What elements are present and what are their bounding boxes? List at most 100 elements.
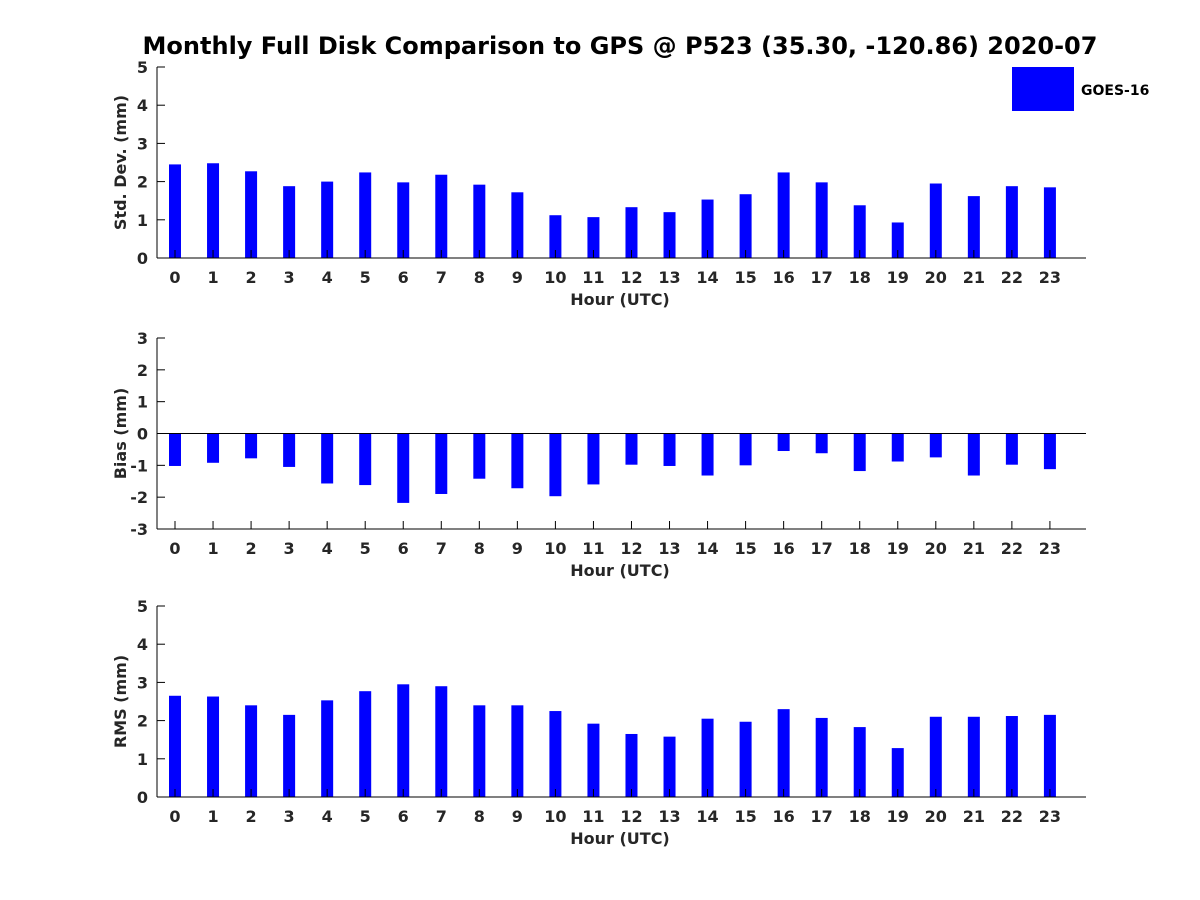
chart-title: Monthly Full Disk Comparison to GPS @ P5…	[143, 32, 1098, 60]
bar-bias-hour-22	[1005, 433, 1018, 465]
x-tick-label: 1	[207, 807, 218, 826]
y-tick-label: 3	[137, 673, 148, 692]
bar-std-dev-hour-3	[283, 186, 296, 258]
x-tick-label: 13	[658, 268, 680, 287]
x-tick-label: 3	[284, 268, 295, 287]
bar-std-dev-hour-10	[549, 215, 562, 258]
x-tick-label: 3	[284, 539, 295, 558]
y-tick-label: -2	[130, 488, 148, 507]
x-tick-label: 15	[734, 807, 756, 826]
bar-bias-hour-4	[321, 433, 334, 484]
bar-bias-hour-9	[511, 433, 524, 489]
y-tick-label: 3	[137, 134, 148, 153]
x-tick-label: 17	[811, 539, 833, 558]
bar-std-dev-hour-16	[777, 172, 790, 258]
x-tick-label: 21	[963, 807, 985, 826]
x-tick-label: 3	[284, 807, 295, 826]
x-tick-label: 10	[544, 807, 566, 826]
x-tick-label: 0	[169, 807, 180, 826]
y-tick-label: 5	[137, 58, 148, 77]
bar-bias-hour-11	[587, 433, 600, 485]
bar-std-dev-hour-4	[321, 181, 334, 258]
x-tick-label: 8	[474, 539, 485, 558]
x-tick-label: 15	[734, 268, 756, 287]
y-tick-label: 4	[137, 96, 148, 115]
bar-rms-hour-8	[473, 705, 486, 797]
x-axis-label: Hour (UTC)	[570, 561, 670, 580]
x-tick-label: 11	[582, 268, 604, 287]
bar-rms-hour-4	[321, 700, 334, 797]
bar-std-dev-hour-19	[891, 222, 904, 258]
bar-std-dev-hour-20	[929, 183, 942, 258]
x-tick-label: 6	[398, 807, 409, 826]
bar-rms-hour-6	[397, 684, 410, 797]
bar-bias-hour-10	[549, 433, 562, 497]
bar-rms-hour-1	[207, 696, 220, 797]
bar-bias-hour-18	[853, 433, 866, 472]
x-tick-label: 7	[436, 807, 447, 826]
x-tick-label: 19	[887, 268, 909, 287]
y-tick-label: 0	[137, 788, 148, 807]
bar-rms-hour-3	[283, 714, 296, 797]
bar-std-dev-hour-15	[739, 194, 752, 258]
x-tick-label: 22	[1001, 807, 1023, 826]
bar-std-dev-hour-23	[1043, 187, 1056, 258]
x-tick-label: 11	[582, 807, 604, 826]
x-tick-label: 1	[207, 268, 218, 287]
bar-rms-hour-9	[511, 705, 524, 797]
bar-rms-hour-23	[1043, 714, 1056, 797]
x-tick-label: 9	[512, 807, 523, 826]
y-tick-label: 1	[137, 211, 148, 230]
x-tick-label: 1	[207, 539, 218, 558]
x-tick-label: 5	[360, 539, 371, 558]
x-tick-label: 8	[474, 268, 485, 287]
x-tick-label: 15	[734, 539, 756, 558]
bar-std-dev-hour-17	[815, 182, 828, 258]
bar-std-dev-hour-1	[207, 163, 220, 258]
bar-rms-hour-18	[853, 727, 866, 797]
bar-rms-hour-22	[1005, 716, 1018, 797]
y-tick-label: -1	[130, 456, 148, 475]
y-axis-label: RMS (mm)	[111, 655, 130, 748]
x-tick-label: 19	[887, 539, 909, 558]
x-tick-label: 11	[582, 539, 604, 558]
y-tick-label: 1	[137, 393, 148, 412]
legend-label: GOES-16	[1081, 83, 1149, 99]
bar-rms-hour-19	[891, 748, 904, 797]
bar-rms-hour-20	[929, 716, 942, 797]
x-tick-label: 2	[246, 539, 257, 558]
bar-bias-hour-8	[473, 433, 486, 479]
x-tick-label: 23	[1039, 268, 1061, 287]
x-tick-label: 22	[1001, 539, 1023, 558]
x-tick-label: 9	[512, 539, 523, 558]
x-tick-label: 9	[512, 268, 523, 287]
y-tick-label: 0	[137, 249, 148, 268]
x-tick-label: 18	[849, 539, 871, 558]
bar-bias-hour-23	[1043, 433, 1056, 470]
bar-rms-hour-16	[777, 709, 790, 797]
x-tick-label: 6	[398, 539, 409, 558]
bar-bias-hour-16	[777, 433, 790, 452]
x-tick-label: 17	[811, 807, 833, 826]
x-tick-label: 4	[322, 807, 333, 826]
x-tick-label: 14	[696, 539, 718, 558]
y-tick-label: 4	[137, 635, 148, 654]
bar-bias-hour-0	[169, 433, 181, 466]
x-tick-label: 7	[436, 268, 447, 287]
x-tick-label: 14	[696, 268, 718, 287]
y-tick-label: 2	[137, 173, 148, 192]
x-tick-label: 19	[887, 807, 909, 826]
bar-std-dev-hour-18	[853, 205, 866, 258]
x-tick-label: 23	[1039, 807, 1061, 826]
y-tick-label: 5	[137, 597, 148, 616]
bar-bias-hour-20	[929, 433, 942, 458]
x-tick-label: 0	[169, 268, 180, 287]
x-tick-label: 12	[620, 807, 642, 826]
bar-std-dev-hour-2	[245, 171, 258, 258]
y-tick-label: 3	[137, 329, 148, 348]
x-tick-label: 21	[963, 268, 985, 287]
x-tick-label: 10	[544, 268, 566, 287]
y-tick-label: 1	[137, 750, 148, 769]
bar-rms-hour-10	[549, 711, 562, 797]
